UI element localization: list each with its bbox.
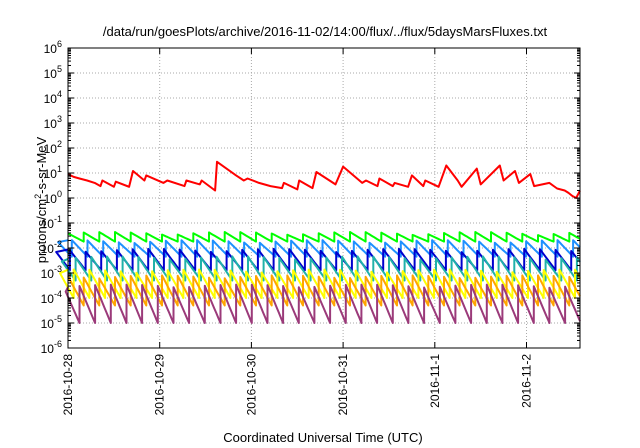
x-tick-label: 2016-10-31 xyxy=(336,354,350,416)
y-tick-label: 10-3 xyxy=(41,264,62,281)
y-tick-exponent: 2 xyxy=(57,139,62,149)
y-tick-base: 10 xyxy=(44,42,58,56)
x-tick-label: 2016-10-30 xyxy=(244,354,258,416)
y-tick-label: 10-4 xyxy=(41,289,62,306)
y-tick-base: 10 xyxy=(41,317,55,331)
y-tick-base: 10 xyxy=(41,342,55,356)
y-tick-exponent: 1 xyxy=(57,164,62,174)
y-tick-label: 101 xyxy=(44,164,62,181)
y-tick-exponent: -4 xyxy=(54,289,62,299)
x-axis-label: Coordinated Universal Time (UTC) xyxy=(223,430,422,445)
y-ticks: 10610510410310210110010-110-210-310-410-… xyxy=(41,39,580,356)
y-tick-label: 106 xyxy=(44,39,62,56)
series-line-5 xyxy=(60,255,581,282)
y-tick-label: 10-2 xyxy=(41,239,62,256)
y-tick-label: 104 xyxy=(44,89,62,106)
series-line-1 xyxy=(67,160,581,199)
y-tick-exponent: 4 xyxy=(57,89,62,99)
y-tick-exponent: 3 xyxy=(57,114,62,124)
y-tick-base: 10 xyxy=(44,142,58,156)
y-tick-base: 10 xyxy=(41,242,55,256)
y-tick-exponent: -2 xyxy=(54,239,62,249)
y-axis-label-suffix: -s-sr-MeV xyxy=(34,136,49,193)
x-ticks: 2016-10-28 2016-10-29 2016-10-30 2016-10-31… xyxy=(61,48,534,415)
series-line-7 xyxy=(67,274,581,307)
y-tick-label: 10-5 xyxy=(41,314,62,331)
y-tick-label: 103 xyxy=(44,114,62,131)
y-tick-base: 10 xyxy=(41,292,55,306)
chart-title: /data/run/goesPlots/archive/2016-11-02/1… xyxy=(103,24,548,39)
y-tick-label: 105 xyxy=(44,64,62,81)
y-tick-base: 10 xyxy=(41,267,55,281)
y-tick-label: 10-1 xyxy=(41,214,62,231)
y-tick-exponent: -1 xyxy=(54,214,62,224)
y-tick-base: 10 xyxy=(44,117,58,131)
y-axis-label: protons/cm2-s-sr-MeV xyxy=(33,136,49,263)
series-line-2 xyxy=(67,231,581,243)
y-tick-exponent: -5 xyxy=(54,314,62,324)
y-tick-label: 102 xyxy=(44,139,62,156)
x-tick-label: 2016-11-1 xyxy=(428,354,442,408)
y-tick-base: 10 xyxy=(44,192,58,206)
x-tick-label: 2016-10-29 xyxy=(153,354,167,416)
x-tick-label: 2016-10-28 xyxy=(61,354,75,416)
y-tick-label: 100 xyxy=(44,189,62,206)
y-tick-exponent: -3 xyxy=(54,264,62,274)
y-axis-label-superscript: 2 xyxy=(33,194,43,199)
x-tick-label: 2016-11-2 xyxy=(520,354,534,408)
y-tick-base: 10 xyxy=(41,217,55,231)
series-group xyxy=(55,160,581,324)
y-tick-base: 10 xyxy=(44,92,58,106)
y-tick-base: 10 xyxy=(44,67,58,81)
y-tick-exponent: 5 xyxy=(57,64,62,74)
y-tick-exponent: 0 xyxy=(57,189,62,199)
y-tick-label: 10-6 xyxy=(41,339,62,356)
series-line-8 xyxy=(64,283,581,324)
y-tick-exponent: -6 xyxy=(54,339,62,349)
y-tick-base: 10 xyxy=(44,167,58,181)
y-axis-label-prefix: protons/cm xyxy=(34,199,49,263)
y-tick-exponent: 6 xyxy=(57,39,62,49)
